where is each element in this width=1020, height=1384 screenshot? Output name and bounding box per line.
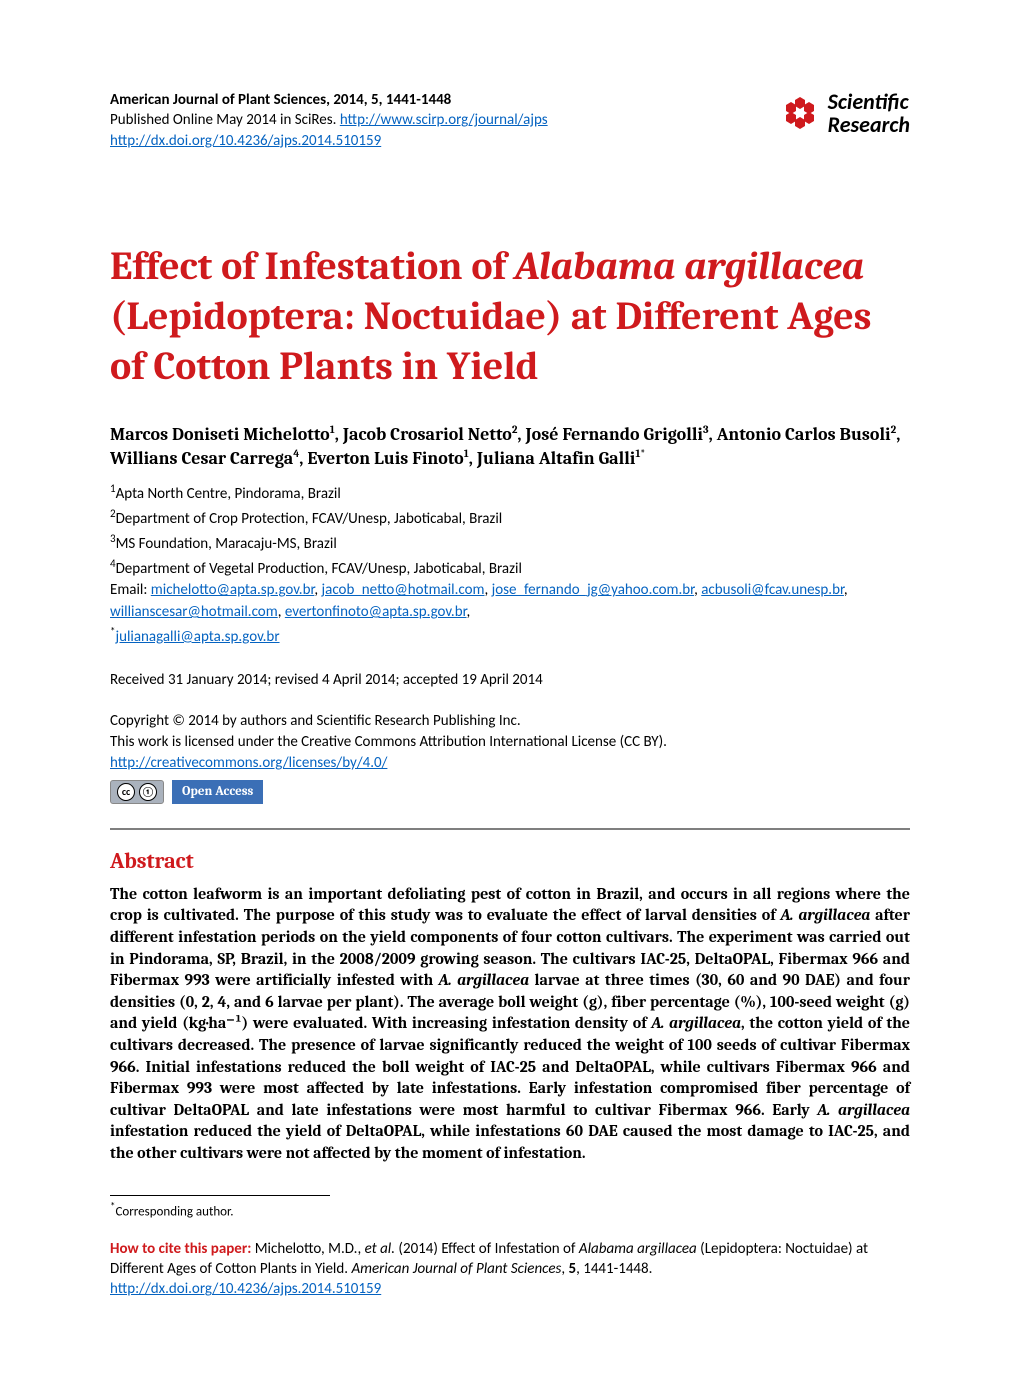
affiliation-1: 1Apta North Centre, Pindorama, Brazil <box>110 481 910 506</box>
author-email-link[interactable]: evertonfinoto@apta.sp.gov.br <box>285 603 467 621</box>
page-root: American Journal of Plant Sciences, 2014… <box>0 0 1020 1384</box>
citation-box: How to cite this paper: Michelotto, M.D.… <box>110 1239 910 1300</box>
title-italic: Alabama argillacea <box>515 243 864 289</box>
journal-name-line: American Journal of Plant Sciences, 2014… <box>110 90 548 110</box>
abstract-i1: A. argillacea <box>780 906 870 924</box>
affiliation-2: 2Department of Crop Protection, FCAV/Une… <box>110 506 910 531</box>
email-label: Email: <box>110 581 151 599</box>
citation-mid: (2014) Effect of Infestation of <box>395 1240 579 1258</box>
corresponding-email-link[interactable]: julianagalli@apta.sp.gov.br <box>115 628 279 646</box>
footnote-rule <box>110 1195 330 1196</box>
author-email-link[interactable]: jacob_netto@hotmail.com <box>322 581 485 599</box>
footnote-text: Corresponding author. <box>115 1204 233 1219</box>
abstract-heading: Abstract <box>110 848 910 874</box>
citation-pages: , 1441-1448. <box>576 1260 652 1278</box>
logo-text-top: Scientific <box>828 90 910 113</box>
abstract-body: The cotton leafworm is an important defo… <box>110 884 910 1165</box>
author-email-link[interactable]: willianscesar@hotmail.com <box>110 603 278 621</box>
license-badges: cc ① Open Access <box>110 780 910 804</box>
copyright-line-2: This work is licensed under the Creative… <box>110 732 910 753</box>
doi-line: http://dx.doi.org/10.4236/ajps.2014.5101… <box>110 131 548 151</box>
citation-species: Alabama argillacea <box>579 1240 697 1258</box>
title-pre: Effect of Infestation of <box>110 243 515 289</box>
cc-by-badge-icon: cc ① <box>110 780 164 804</box>
abstract-i3: A. argillacea <box>651 1014 741 1032</box>
citation-journal: American Journal of Plant Sciences <box>351 1260 561 1278</box>
copyright-line-1: Copyright © 2014 by authors and Scientif… <box>110 711 910 732</box>
affiliation-4: 4Department of Vegetal Production, FCAV/… <box>110 556 910 581</box>
doi-link[interactable]: http://dx.doi.org/10.4236/ajps.2014.5101… <box>110 132 381 150</box>
journal-url-link[interactable]: http://www.scirp.org/journal/ajps <box>340 111 548 129</box>
author-email-link[interactable]: michelotto@apta.sp.gov.br <box>151 581 315 599</box>
copyright-block: Copyright © 2014 by authors and Scientif… <box>110 711 910 804</box>
abstract-i4: A. argillacea <box>817 1101 910 1119</box>
affiliation-2-text: Department of Crop Protection, FCAV/Unes… <box>116 510 503 528</box>
affiliation-1-text: Apta North Centre, Pindorama, Brazil <box>116 485 341 503</box>
affiliation-3-text: MS Foundation, Maracaju-MS, Brazil <box>116 535 337 553</box>
corresponding-email-line: *julianagalli@apta.sp.gov.br <box>110 624 910 649</box>
citation-vol: 5 <box>568 1260 576 1278</box>
citation-pre: Michelotto, M.D., <box>251 1240 364 1258</box>
citation-lead: How to cite this paper: <box>110 1240 251 1258</box>
citation-etal: et al. <box>365 1240 395 1258</box>
published-prefix: Published Online May 2014 in SciRes. <box>110 111 340 129</box>
emails-line: Email: michelotto@apta.sp.gov.br, jacob_… <box>110 580 910 624</box>
paper-title: Effect of Infestation of Alabama argilla… <box>110 241 910 391</box>
license-url-link[interactable]: http://creativecommons.org/licenses/by/4… <box>110 754 387 772</box>
author-list: Marcos Doniseti Michelotto1, Jacob Crosa… <box>110 423 910 472</box>
journal-header: American Journal of Plant Sciences, 2014… <box>110 90 548 151</box>
citation-doi-link[interactable]: http://dx.doi.org/10.4236/ajps.2014.5101… <box>110 1280 381 1298</box>
by-icon: ① <box>139 783 157 801</box>
publisher-logo-text: Scientific Research <box>828 90 910 136</box>
author-email-link[interactable]: jose_fernando_jg@yahoo.com.br <box>492 581 694 599</box>
author-email-link[interactable]: acbusoli@fcav.unesp.br <box>701 581 844 599</box>
affiliation-3: 3MS Foundation, Maracaju-MS, Brazil <box>110 531 910 556</box>
abstract-t5: infestation reduced the yield of DeltaOP… <box>110 1122 910 1162</box>
corresponding-footnote: *Corresponding author. <box>110 1200 910 1219</box>
affiliation-4-text: Department of Vegetal Production, FCAV/U… <box>116 560 522 578</box>
published-line: Published Online May 2014 in SciRes. htt… <box>110 110 548 130</box>
section-divider <box>110 828 910 830</box>
abstract-i2: A. argillacea <box>439 971 529 989</box>
publisher-logo: Scientific Research <box>780 90 910 136</box>
publisher-logo-icon <box>780 93 820 133</box>
dates-line: Received 31 January 2014; revised 4 Apri… <box>110 671 910 689</box>
cc-icon: cc <box>117 783 135 801</box>
logo-text-bottom: Research <box>828 113 910 136</box>
open-access-badge: Open Access <box>172 780 263 804</box>
title-post: (Lepidoptera: Noctuidae) at Different Ag… <box>110 293 872 389</box>
header-row: American Journal of Plant Sciences, 2014… <box>110 90 910 151</box>
affiliations-block: 1Apta North Centre, Pindorama, Brazil 2D… <box>110 481 910 648</box>
